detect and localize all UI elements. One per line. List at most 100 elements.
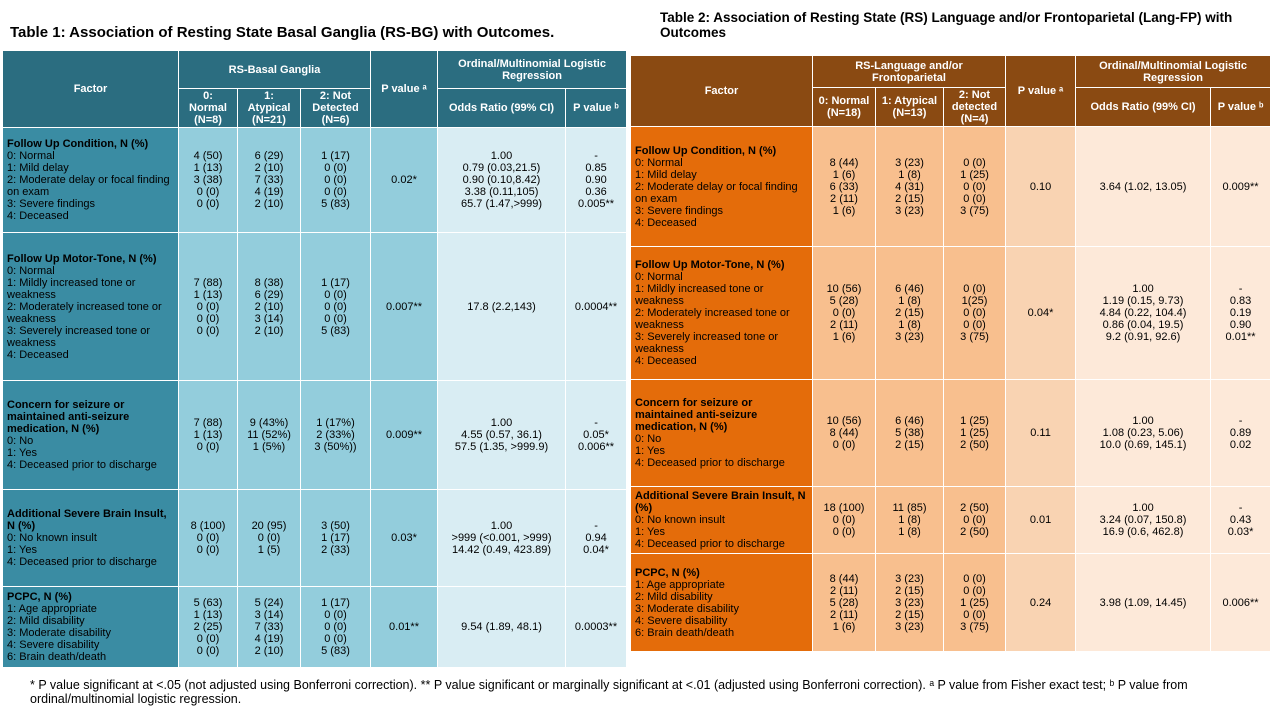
cell: 8 (44) 2 (11) 5 (28) 2 (11) 1 (6): [812, 553, 876, 652]
header-cell: RS-Basal Ganglia: [177, 50, 372, 89]
cell-line: 3 (75): [960, 331, 989, 343]
cell-line: 4 (50): [193, 150, 223, 162]
cell-line: 0 (0): [196, 300, 220, 313]
cell-line: 3 (23): [895, 331, 924, 343]
cell-line: 4.84 (0.22, 104.4): [1099, 307, 1187, 319]
cell-line: 8 (44): [829, 427, 859, 439]
cell-line: 0.10: [1029, 180, 1052, 193]
cell-line: 1.00: [490, 520, 513, 532]
cell-line: 8 (100): [190, 520, 226, 532]
header-cell: P value ᵇ: [1210, 87, 1272, 127]
cell-line: 4.55 (0.57, 36.1): [461, 429, 542, 441]
cell-line: 3 (14): [254, 609, 284, 621]
cell-line: 3 (14): [254, 312, 284, 325]
cell-line: 0.01**: [1225, 331, 1256, 343]
cell: Follow Up Motor-Tone, N (%) 0: Normal 1: M…: [2, 232, 179, 381]
cell-line: 1 (17): [321, 150, 350, 162]
cell: 0.03*: [370, 489, 439, 587]
cell-line: 1 (5%): [252, 441, 286, 453]
cell-line: 2 (15): [895, 192, 924, 205]
cell-line: 3: Moderate disability: [635, 602, 739, 615]
cell-line: PCPC, N (%): [7, 591, 72, 603]
cell-line: 3.38 (0.11,105): [464, 186, 539, 198]
cell-line: 0.83: [1229, 295, 1252, 307]
header-cell: Odds Ratio (99% CI): [1075, 87, 1212, 127]
cell-line: 2 (10): [254, 645, 284, 657]
cell-line: 1: Yes: [635, 445, 665, 457]
cell: -0.94 0.04*: [565, 489, 628, 587]
cell: -0.85 0.90 0.36 0.005**: [565, 127, 628, 233]
cell: Additional Severe Brain Insult, N (%) 0: …: [2, 489, 179, 587]
cell-line: 3 (50): [321, 520, 350, 532]
cell: 0 (0) 1 (25) 0 (0) 0 (0) 3 (75): [942, 126, 1007, 247]
cell-line: 7 (33): [254, 174, 284, 186]
cell: 17.8 (2.2,143): [437, 232, 567, 381]
cell-line: 1 (5): [257, 544, 281, 556]
header-cell: 1: Atypical (N=13): [875, 87, 944, 127]
cell-line: 7 (88): [193, 417, 223, 429]
cell: -0.83 0.19 0.90 0.01**: [1210, 246, 1272, 380]
cell-line: 3 (75): [960, 204, 989, 217]
cell-line: 1: Age appropriate: [7, 603, 97, 615]
cell-line: Additional Severe Brain Insult, N (%): [7, 508, 167, 532]
cell-line: 0 (0): [196, 186, 220, 198]
cell-line: 0 (0): [324, 300, 347, 313]
cell-line: 10 (56): [826, 283, 862, 295]
cell-line: 0 (0): [963, 572, 986, 585]
cell-line: 2: Moderately increased tone or weakness: [635, 307, 790, 331]
cell-line: -: [1238, 502, 1243, 514]
cell-line: 0 (0): [324, 621, 347, 633]
cell-line: 3: Severely increased tone or weakness: [7, 324, 151, 349]
cell-line: 1 (6): [832, 204, 856, 217]
cell: 8 (100) 0 (0) 0 (0): [178, 489, 238, 587]
cell: 3.98 (1.09, 14.45): [1075, 553, 1212, 652]
cell: 1.00 1.19 (0.15, 9.73) 4.84 (0.22, 104.4) 0…: [1075, 246, 1212, 380]
cell-line: 0: No: [7, 435, 34, 447]
cell-line: 0 (0): [196, 645, 220, 657]
cell-line: 1: Yes: [7, 544, 37, 556]
cell-line: 2 (50): [960, 439, 989, 451]
cell: 1 (17) 0 (0) 0 (0) 0 (0) 5 (83): [299, 586, 372, 668]
cell: 3 (23) 2 (15) 3 (23) 2 (15) 3 (23): [875, 553, 944, 652]
footnote: * P value significant at <.05 (not adjus…: [30, 678, 1188, 706]
cell-line: 3: Moderate disability: [7, 627, 111, 639]
cell-line: 0: No: [635, 433, 662, 445]
cell-line: 0.01: [1029, 514, 1052, 526]
cell-line: 0 (0): [324, 288, 347, 301]
cell-line: 3.64 (1.02, 13.05): [1099, 180, 1187, 193]
cell-line: 0.03*: [391, 532, 417, 544]
cell-line: 2 (11): [830, 192, 858, 205]
cell-line: 2 (10): [254, 300, 284, 313]
table-title: Table 1: Association of Resting State Ba…: [10, 24, 555, 41]
cell-line: 14.42 (0.49, 423.89): [451, 544, 552, 556]
cell: 0.02*: [370, 127, 439, 233]
cell-line: 0 (0): [324, 174, 347, 186]
cell-line: PCPC, N (%): [635, 566, 700, 579]
cell-line: 2: Moderately increased tone or weakness: [7, 300, 162, 325]
cell-line: 1: Mild delay: [7, 162, 69, 174]
cell-line: 0.02: [1229, 439, 1252, 451]
cell-line: 0: Normal: [635, 271, 683, 283]
cell-line: 2 (15): [895, 307, 924, 319]
cell-line: 0.009**: [1222, 180, 1259, 193]
cell-line: 0 (0): [963, 156, 986, 169]
cell: 1.00 1.08 (0.23, 5.06) 10.0 (0.69, 145.1): [1075, 379, 1212, 487]
cell-line: 1: Age appropriate: [635, 578, 725, 591]
cell-line: 9 (43%): [249, 417, 289, 429]
cell-line: 0.94: [585, 532, 607, 544]
cell: 11 (85) 1 (8) 1 (8): [875, 486, 944, 554]
cell-line: 1.00: [1132, 415, 1154, 427]
cell-line: 16.9 (0.6, 462.8): [1102, 526, 1184, 538]
cell-line: 1.19 (0.15, 9.73): [1102, 295, 1184, 307]
header-cell: 0: Normal (N=8): [178, 88, 238, 128]
cell-line: 1.00: [490, 417, 513, 429]
cell-line: 0 (0): [324, 633, 347, 645]
cell-line: 1 (6): [832, 620, 856, 633]
cell-line: 0.43: [1229, 514, 1252, 526]
cell-line: 0.02*: [391, 174, 417, 186]
cell-line: 0 (0): [832, 439, 856, 451]
cell: PCPC, N (%) 1: Age appropriate 2: Mild dis…: [630, 553, 813, 652]
cell: 3 (50) 1 (17) 2 (33): [299, 489, 372, 587]
cell-line: 4: Deceased: [7, 348, 69, 361]
cell-line: 0.006**: [577, 441, 615, 453]
